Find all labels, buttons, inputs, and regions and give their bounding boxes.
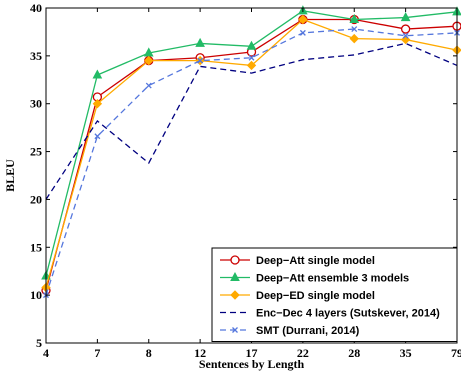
legend-swatch-marker — [230, 271, 240, 281]
data-point — [92, 99, 103, 109]
y-tick-label: 5 — [36, 336, 42, 350]
legend-label: Deep−ED single model — [256, 290, 375, 302]
x-axis-title: Sentences by Length — [199, 357, 305, 371]
data-point — [349, 33, 359, 44]
x-tick-label: 22 — [297, 346, 309, 360]
y-tick-label: 10 — [30, 288, 42, 302]
legend-label: Enc−Dec 4 layers (Sutskever, 2014) — [256, 308, 440, 320]
x-tick-label: 7 — [94, 346, 100, 360]
legend-box — [211, 247, 458, 342]
x-tick-label: 17 — [246, 346, 258, 360]
y-tick-label: 30 — [30, 97, 42, 111]
series-line — [45, 18, 458, 288]
x-tick-label: 12 — [194, 346, 206, 360]
y-axis-title: BLEU — [3, 159, 17, 192]
data-point — [195, 37, 205, 47]
legend-swatch-marker — [230, 290, 240, 300]
legend-swatch-marker — [232, 327, 238, 333]
series-1 — [41, 5, 461, 280]
series-line — [45, 42, 458, 200]
series-3 — [45, 42, 458, 200]
y-tick-label: 20 — [30, 192, 42, 206]
legend-label: SMT (Durrani, 2014) — [256, 325, 360, 337]
data-point — [144, 55, 154, 66]
legend: Deep−Att single model Deep−Att ensemble 3… — [211, 247, 458, 342]
y-tick-label: 40 — [30, 1, 42, 15]
data-point — [400, 12, 411, 22]
data-point — [246, 60, 257, 71]
data-point — [299, 29, 306, 36]
x-tick-label: 79 — [451, 346, 461, 360]
y-tick-label: 15 — [30, 240, 42, 254]
data-point — [400, 34, 411, 45]
axis-layer: 4 7 8 12 17 22 28 35 79 5 10 15 20 25 30 35 40 — [30, 1, 461, 360]
legend-label: Deep−Att single model — [256, 255, 375, 267]
x-tick-label: 35 — [400, 346, 412, 360]
legend-swatch-marker — [230, 255, 240, 265]
data-point — [94, 133, 101, 140]
y-tick-label: 35 — [30, 49, 42, 63]
x-tick-label: 28 — [348, 346, 360, 360]
data-point — [248, 54, 255, 61]
data-point — [145, 82, 152, 89]
data-point — [246, 40, 257, 50]
data-point — [197, 57, 204, 64]
series-line — [45, 28, 458, 296]
data-point — [92, 69, 103, 79]
data-point — [351, 26, 358, 33]
x-tick-label: 8 — [146, 346, 152, 360]
data-point — [402, 32, 409, 39]
legend-label: Deep−Att ensemble 3 models — [256, 273, 409, 285]
data-point — [400, 24, 411, 34]
data-point — [298, 14, 308, 25]
data-point — [349, 13, 360, 23]
x-tick-label: 4 — [43, 346, 49, 360]
y-tick-label: 25 — [30, 145, 42, 159]
